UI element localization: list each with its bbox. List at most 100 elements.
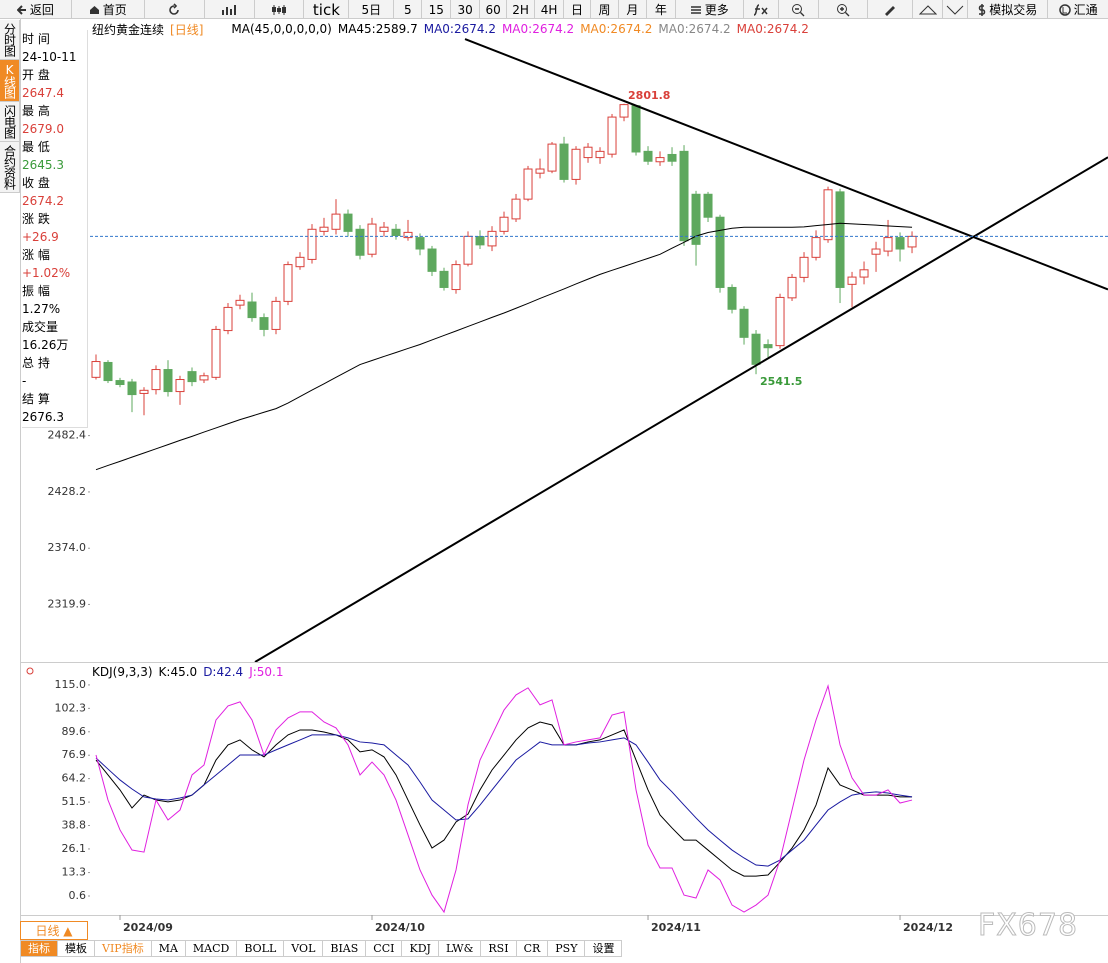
axes: 2482.4 2428.2 2374.0 2319.9 115.0 102.3 89.6 76…: [48, 429, 953, 934]
period-button[interactable]: 15: [422, 0, 452, 18]
ma-label: MA45:2589.7: [337, 22, 418, 36]
period-button[interactable]: 周: [591, 0, 619, 18]
candle-body: [799, 256, 809, 278]
period-button[interactable]: 5日: [349, 0, 395, 18]
sidebar: 分时图 K线图 闪电图 合约资料: [0, 20, 20, 193]
x-tick-label: 2024/12: [903, 921, 953, 934]
indicator-tab[interactable]: MACD: [185, 940, 238, 957]
candle-body: [499, 216, 509, 232]
y-tick-label: 89.6: [62, 725, 87, 738]
info-label: 最 高: [22, 104, 50, 118]
formula-button[interactable]: [744, 0, 779, 18]
trendline: [464, 38, 1108, 291]
candle-body: [247, 301, 257, 319]
x-tick-label: 2024/09: [123, 921, 173, 934]
kdj-line: [95, 721, 913, 877]
fx678-button[interactable]: 汇通: [1048, 0, 1108, 18]
more-button[interactable]: 更多: [676, 0, 744, 18]
period-button[interactable]: 4H: [535, 0, 565, 18]
x-tick-label: 2024/10: [375, 921, 425, 934]
period-tab[interactable]: 日线 ▲: [20, 921, 88, 940]
info-label: 成交量: [22, 320, 59, 334]
indicator-tab[interactable]: MA: [151, 940, 186, 957]
zoom-out-button[interactable]: [779, 0, 819, 18]
indicator-tab[interactable]: 模板: [58, 940, 95, 957]
info-label: 收 盘: [22, 176, 50, 190]
refresh-button[interactable]: [145, 0, 205, 18]
draw-button[interactable]: [868, 0, 914, 18]
y-tick-label: 38.8: [62, 819, 87, 832]
main-plot: 2801.8 2541.5: [90, 38, 1108, 662]
sim-trade-button[interactable]: 模拟交易: [968, 0, 1049, 18]
indicator-tab[interactable]: BOLL: [237, 940, 285, 957]
chart-button[interactable]: [205, 0, 255, 18]
candle-body: [187, 371, 197, 383]
candle-body: [211, 328, 221, 378]
indicator-tab[interactable]: CR: [516, 940, 549, 957]
indicator-tab[interactable]: PSY: [548, 940, 586, 957]
candle-body: [787, 276, 797, 299]
sidebar-tab[interactable]: 分时图: [0, 20, 20, 60]
home-label: 首页: [102, 3, 127, 17]
sidebar-tab[interactable]: 闪电图: [0, 102, 20, 142]
indicator-tab[interactable]: CCI: [366, 940, 403, 957]
info-value: -: [22, 374, 27, 388]
kline-button[interactable]: [255, 0, 305, 18]
indicator-tab[interactable]: VOL: [284, 940, 324, 957]
candle-body: [775, 296, 785, 347]
sidebar-tab[interactable]: K线图: [0, 60, 20, 102]
info-label: 涨 跌: [22, 212, 50, 226]
sidebar-tab[interactable]: 合约资料: [0, 142, 20, 193]
info-value: +1.02%: [22, 266, 71, 280]
period-button[interactable]: 日: [564, 0, 591, 18]
candle-body: [559, 143, 569, 180]
y-tick-label: 51.5: [62, 795, 87, 808]
period-button[interactable]: 2H: [507, 0, 536, 18]
legend-entry: K:45.0: [158, 665, 198, 679]
period-button[interactable]: 年: [647, 0, 676, 18]
kdj-legend: KDJ(9,3,3) K:45.0 D:42.4 J:50.1: [92, 665, 284, 679]
info-value: 2674.2: [22, 194, 64, 208]
info-label: 涨 幅: [22, 248, 50, 262]
price-annotation: 2801.8: [628, 89, 670, 102]
indicator-tab[interactable]: VIP指标: [95, 940, 152, 957]
more-label: 更多: [704, 3, 729, 17]
candle-body: [391, 228, 401, 237]
period-button[interactable]: 60: [480, 0, 508, 18]
candle-body: [283, 264, 293, 302]
candle-body: [619, 104, 629, 118]
indicator-tab[interactable]: BIAS: [323, 940, 367, 957]
ma-label: MA0:2674.2: [658, 22, 731, 36]
period-button[interactable]: 月: [619, 0, 647, 18]
back-button[interactable]: 返回: [0, 0, 72, 18]
candle-body: [199, 375, 209, 381]
candle-body: [607, 116, 617, 155]
indicator-tab[interactable]: LW&: [438, 940, 482, 957]
y-tick-label: 2374.0: [48, 541, 87, 554]
x-tick-label: 2024/11: [651, 921, 701, 934]
kdj-icon: [26, 667, 34, 675]
candle-body: [331, 213, 341, 230]
candle-body: [439, 270, 449, 288]
down-button[interactable]: [943, 0, 969, 18]
info-label: 最 低: [22, 140, 50, 154]
candle-body: [139, 389, 149, 394]
period-button[interactable]: tick: [304, 0, 350, 18]
candle-body: [403, 231, 413, 239]
indicator-tab[interactable]: KDJ: [402, 940, 439, 957]
info-value: 2647.4: [22, 86, 64, 100]
indicator-tab[interactable]: 指标: [20, 940, 58, 957]
up-button[interactable]: [913, 0, 944, 18]
period-button[interactable]: 5: [394, 0, 423, 18]
candle-body: [523, 168, 533, 200]
y-tick-label: 64.2: [62, 772, 87, 785]
candle-body: [835, 191, 845, 288]
period-button[interactable]: 30: [451, 0, 481, 18]
home-button[interactable]: 首页: [72, 0, 145, 18]
candle-body: [379, 226, 389, 232]
info-label: 结 算: [22, 392, 50, 406]
candle-body: [751, 333, 761, 365]
indicator-tab[interactable]: 设置: [585, 940, 623, 957]
indicator-tab[interactable]: RSI: [481, 940, 517, 957]
zoom-in-button[interactable]: [819, 0, 869, 18]
